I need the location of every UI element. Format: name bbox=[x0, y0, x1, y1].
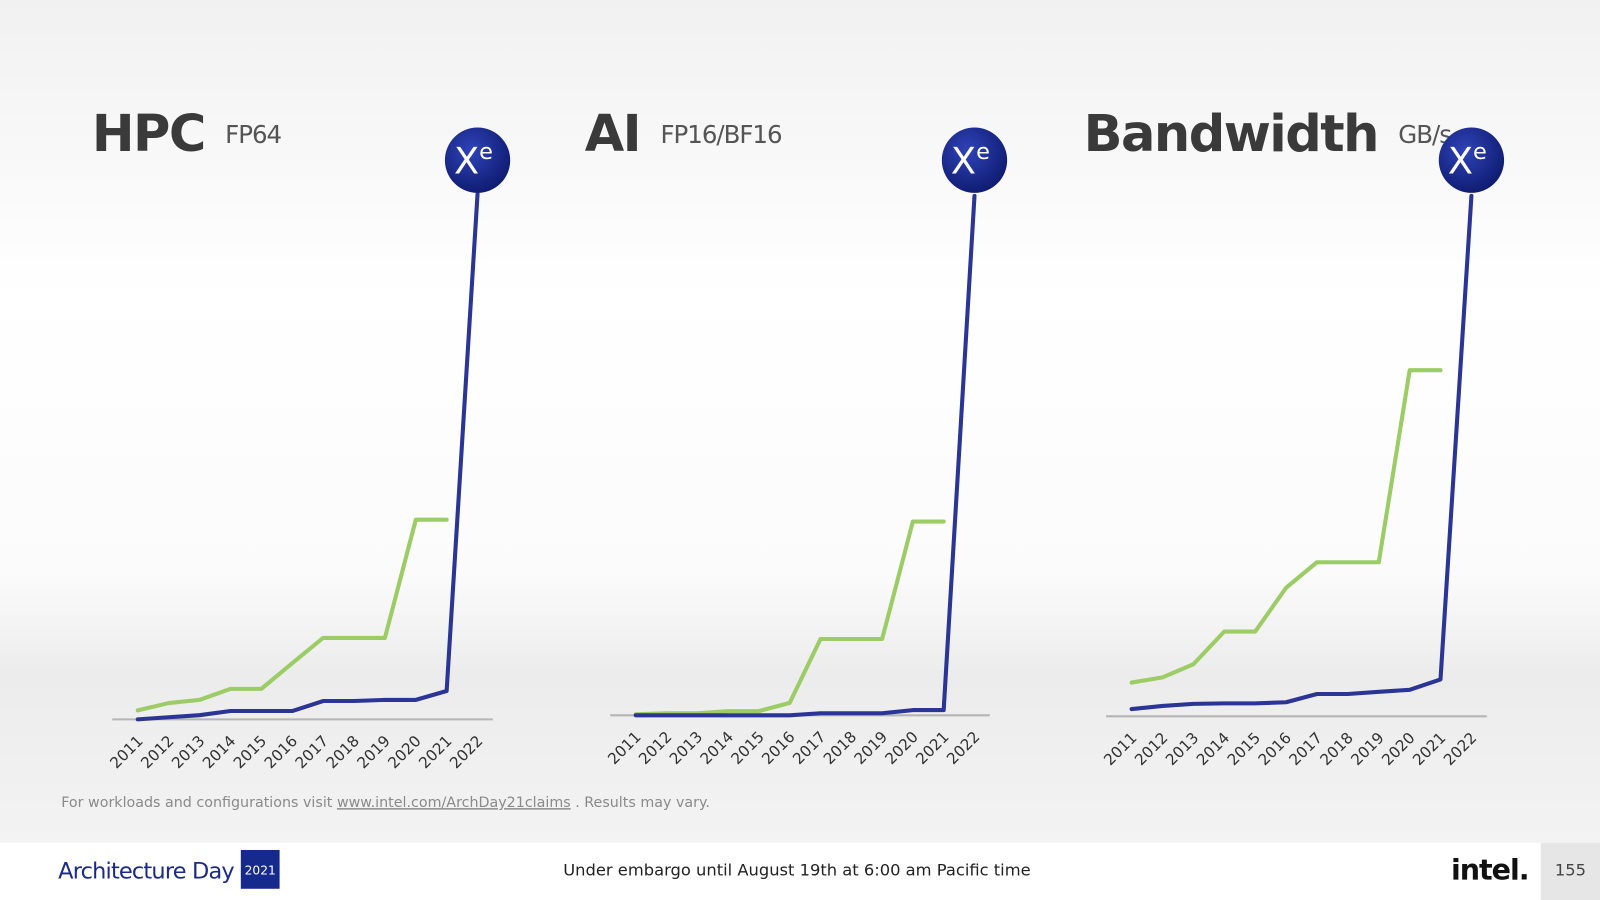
chart-subtitle: FP16/BF16 bbox=[661, 120, 782, 149]
embargo-note: Under embargo until August 19th at 6:00 … bbox=[563, 861, 1030, 880]
badge-sup: e bbox=[1473, 139, 1487, 165]
chart-subtitle: FP64 bbox=[225, 120, 281, 149]
brand-logo: intel. bbox=[1451, 853, 1529, 887]
badge-base: X bbox=[454, 139, 479, 182]
event-name: Architecture Day bbox=[58, 859, 234, 885]
xe-badge-label: Xe bbox=[454, 139, 493, 182]
chart-title: HPC bbox=[92, 105, 205, 164]
xe-badge-label: Xe bbox=[951, 139, 990, 182]
xe-badge-label: Xe bbox=[1448, 139, 1487, 182]
page-number: 155 bbox=[1555, 861, 1586, 880]
data-line bbox=[1129, 193, 1474, 712]
data-line bbox=[135, 517, 449, 713]
xe-badge bbox=[1438, 127, 1505, 193]
badge-base: X bbox=[1448, 139, 1473, 182]
data-line bbox=[633, 193, 977, 718]
chart-title: AI bbox=[585, 105, 640, 164]
year-box bbox=[240, 850, 280, 889]
badge-sup: e bbox=[479, 139, 493, 165]
disclaimer-text: . Results may vary. bbox=[575, 795, 710, 811]
background bbox=[0, 0, 1600, 843]
disclaimer: For workloads and configurations visit w… bbox=[61, 795, 710, 811]
xe-badge bbox=[444, 127, 511, 193]
disclaimer-text: For workloads and configurations visit bbox=[61, 795, 333, 811]
badge-sup: e bbox=[976, 139, 990, 165]
data-line bbox=[135, 191, 480, 722]
badge-base: X bbox=[951, 139, 976, 182]
page-box bbox=[1540, 842, 1600, 900]
xe-badge bbox=[941, 127, 1008, 193]
data-line bbox=[1129, 368, 1443, 685]
disclaimer-link[interactable]: www.intel.com/ArchDay21claims bbox=[337, 795, 571, 811]
event-year: 2021 bbox=[245, 863, 276, 877]
chart-title: Bandwidth bbox=[1084, 105, 1378, 164]
